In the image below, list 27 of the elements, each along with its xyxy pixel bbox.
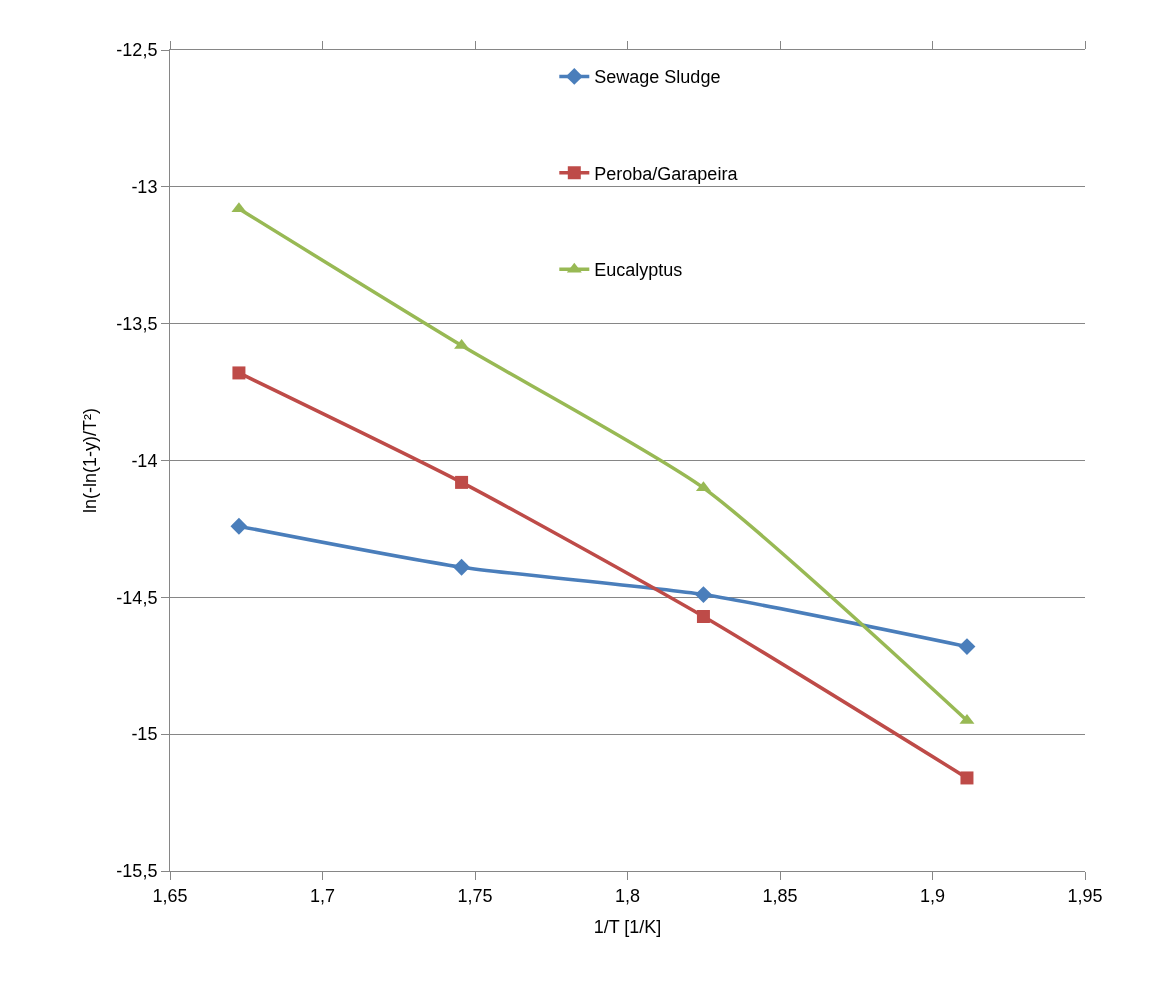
- x-tick-label: 1,7: [309, 885, 336, 906]
- y-tick-label: -15,5: [116, 861, 158, 882]
- y-tick-label: -13,5: [116, 313, 158, 334]
- point: [958, 638, 976, 656]
- legend-label: Sewage Sludge: [594, 67, 721, 88]
- point: [453, 558, 471, 576]
- legend-label: Peroba/Garapeira: [594, 163, 739, 184]
- x-tick-label: 1,95: [1067, 885, 1103, 906]
- y-tick-label: -14: [131, 450, 158, 471]
- x-tick-label: 1,65: [152, 885, 188, 906]
- x-axis-title: 1/T [1/K]: [593, 916, 662, 937]
- x-tick-label: 1,85: [762, 885, 798, 906]
- point: [232, 366, 246, 380]
- point: [696, 609, 710, 623]
- x-tick-label: 1,9: [919, 885, 946, 906]
- y-tick-label: -15: [131, 724, 158, 745]
- y-tick-label: -13: [131, 177, 158, 198]
- x-tick-label: 1,75: [457, 885, 493, 906]
- point: [960, 771, 974, 785]
- point: [455, 475, 469, 489]
- legend-label: Eucalyptus: [594, 260, 683, 281]
- x-tick-label: 1,8: [614, 885, 641, 906]
- point: [230, 517, 248, 535]
- point: [694, 586, 712, 604]
- y-axis-title: ln(-ln(1-y)/T²): [79, 408, 100, 513]
- y-tick-label: -14,5: [116, 587, 158, 608]
- y-tick-label: -12,5: [116, 40, 158, 61]
